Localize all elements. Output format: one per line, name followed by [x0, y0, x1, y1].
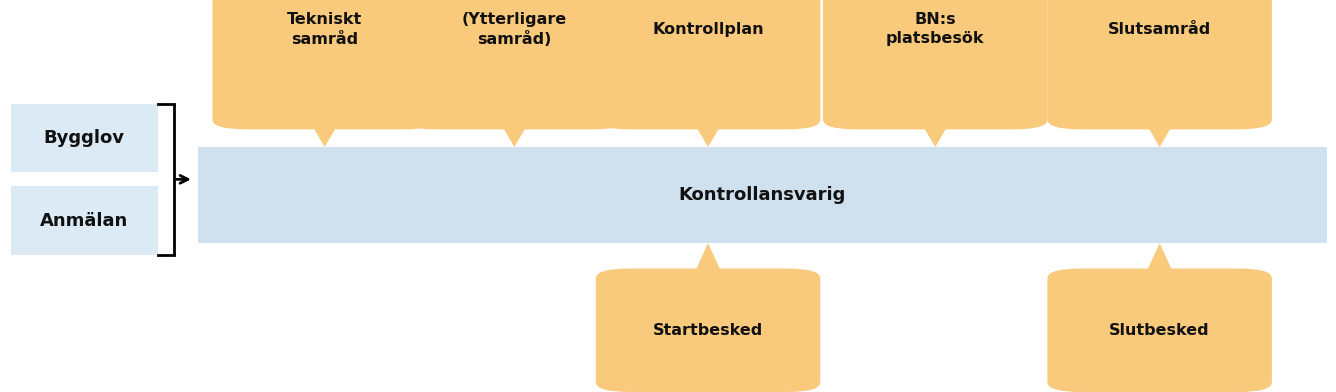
FancyBboxPatch shape — [402, 0, 627, 129]
Text: BN:s
platsbesök: BN:s platsbesök — [886, 12, 985, 47]
FancyBboxPatch shape — [212, 0, 437, 129]
Polygon shape — [692, 120, 724, 147]
Text: (Ytterligare
samråd): (Ytterligare samråd) — [462, 12, 566, 47]
Text: Slutbesked: Slutbesked — [1109, 323, 1210, 338]
FancyBboxPatch shape — [596, 0, 820, 129]
Text: Kontrollansvarig: Kontrollansvarig — [679, 186, 846, 204]
FancyBboxPatch shape — [596, 269, 820, 392]
Text: Anmälan: Anmälan — [40, 212, 128, 229]
Text: Bygglov: Bygglov — [44, 129, 124, 147]
FancyBboxPatch shape — [1047, 0, 1272, 129]
FancyBboxPatch shape — [823, 0, 1047, 129]
Polygon shape — [309, 120, 341, 147]
Text: Slutsamråd: Slutsamråd — [1108, 22, 1212, 37]
FancyBboxPatch shape — [11, 186, 158, 255]
FancyBboxPatch shape — [198, 147, 1327, 243]
Polygon shape — [919, 120, 951, 147]
FancyBboxPatch shape — [1047, 269, 1272, 392]
FancyBboxPatch shape — [11, 104, 158, 172]
Polygon shape — [498, 120, 530, 147]
Polygon shape — [692, 243, 724, 278]
Polygon shape — [1144, 243, 1176, 278]
Text: Startbesked: Startbesked — [653, 323, 763, 338]
Text: Tekniskt
samråd: Tekniskt samråd — [287, 12, 362, 47]
Polygon shape — [1144, 120, 1176, 147]
Text: Kontrollplan: Kontrollplan — [652, 22, 764, 37]
